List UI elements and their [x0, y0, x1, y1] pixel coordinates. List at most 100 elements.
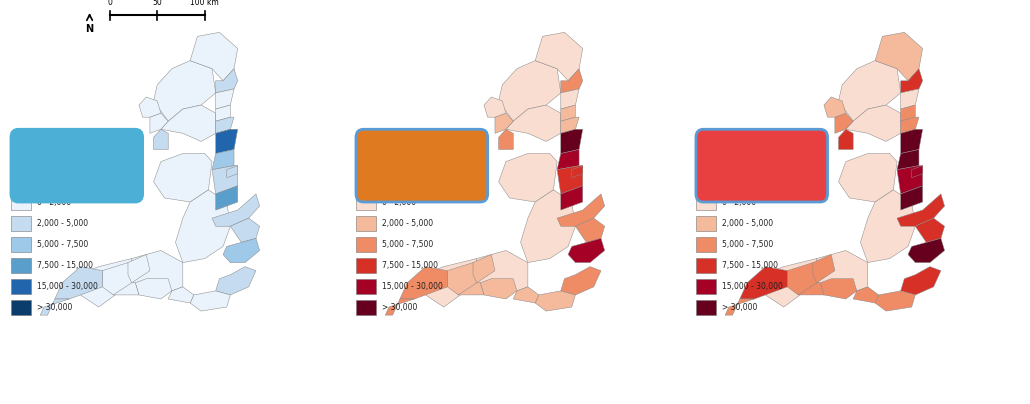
FancyBboxPatch shape	[356, 129, 487, 202]
Polygon shape	[385, 299, 414, 315]
Bar	[11, 216, 31, 231]
Polygon shape	[55, 267, 102, 299]
Polygon shape	[560, 105, 576, 121]
Polygon shape	[824, 97, 846, 117]
Polygon shape	[900, 105, 916, 121]
Polygon shape	[900, 129, 923, 154]
Polygon shape	[212, 194, 260, 226]
Polygon shape	[908, 238, 945, 263]
Polygon shape	[791, 279, 824, 295]
Bar	[696, 258, 716, 273]
Polygon shape	[150, 113, 168, 133]
Polygon shape	[560, 69, 583, 93]
Text: > 30,000: > 30,000	[381, 303, 417, 312]
Polygon shape	[876, 32, 923, 81]
Polygon shape	[175, 190, 231, 263]
Polygon shape	[422, 259, 477, 307]
Polygon shape	[128, 255, 150, 283]
Bar	[11, 300, 31, 315]
Polygon shape	[897, 166, 923, 194]
Text: 5,000 - 7,500: 5,000 - 7,500	[37, 240, 88, 249]
Polygon shape	[227, 166, 238, 178]
Polygon shape	[215, 267, 255, 295]
Bar	[696, 195, 716, 210]
Text: (2020): (2020)	[56, 173, 99, 186]
Bar	[11, 279, 31, 294]
Bar	[356, 216, 376, 231]
Polygon shape	[557, 194, 605, 226]
Text: People: People	[356, 187, 384, 196]
FancyBboxPatch shape	[696, 129, 827, 202]
Polygon shape	[838, 61, 900, 121]
Polygon shape	[473, 255, 495, 283]
Polygon shape	[557, 149, 579, 170]
Bar	[696, 216, 716, 231]
Polygon shape	[506, 105, 560, 141]
Polygon shape	[560, 117, 579, 133]
Polygon shape	[215, 89, 234, 109]
Bar	[11, 258, 31, 273]
Polygon shape	[787, 263, 817, 295]
Polygon shape	[168, 287, 194, 303]
Text: 100 km: 100 km	[191, 0, 219, 7]
Polygon shape	[161, 105, 215, 141]
Polygon shape	[536, 291, 576, 311]
Polygon shape	[560, 129, 583, 154]
Text: People: People	[696, 187, 724, 196]
Text: 2,000 - 5,000: 2,000 - 5,000	[381, 219, 433, 228]
Polygon shape	[473, 250, 527, 295]
Text: 0 - 2,000: 0 - 2,000	[37, 198, 71, 207]
Polygon shape	[480, 279, 517, 299]
Polygon shape	[224, 238, 260, 263]
Polygon shape	[572, 166, 583, 178]
Polygon shape	[835, 113, 853, 133]
Polygon shape	[153, 129, 168, 149]
Text: Future: Future	[740, 151, 784, 164]
Polygon shape	[215, 129, 238, 154]
Text: 5,000 - 7,500: 5,000 - 7,500	[721, 240, 772, 249]
Text: People: People	[11, 187, 39, 196]
Polygon shape	[135, 279, 172, 299]
Polygon shape	[846, 105, 900, 141]
Text: Future: Future	[400, 151, 444, 164]
Polygon shape	[231, 218, 260, 242]
Text: 7,500 - 15,000: 7,500 - 15,000	[37, 261, 93, 270]
Text: (2080s): (2080s)	[736, 173, 787, 186]
Text: 0: 0	[107, 0, 112, 7]
Polygon shape	[860, 190, 916, 263]
Polygon shape	[128, 250, 183, 295]
Polygon shape	[513, 287, 539, 303]
Text: 15,000 - 30,000: 15,000 - 30,000	[721, 282, 783, 291]
Polygon shape	[762, 259, 817, 307]
Text: 7,500 - 15,000: 7,500 - 15,000	[721, 261, 778, 270]
Polygon shape	[576, 218, 605, 242]
Polygon shape	[740, 267, 787, 299]
Polygon shape	[853, 287, 879, 303]
Polygon shape	[215, 186, 238, 210]
Polygon shape	[484, 97, 506, 117]
Polygon shape	[499, 154, 557, 202]
Polygon shape	[900, 267, 941, 295]
Polygon shape	[813, 255, 835, 283]
Polygon shape	[451, 279, 484, 295]
Polygon shape	[560, 89, 579, 109]
Polygon shape	[499, 61, 560, 121]
Polygon shape	[900, 117, 919, 133]
Text: 7,500 - 15,000: 7,500 - 15,000	[381, 261, 438, 270]
Polygon shape	[820, 279, 857, 299]
Polygon shape	[191, 291, 231, 311]
Polygon shape	[215, 105, 231, 121]
Polygon shape	[900, 69, 923, 93]
Text: (2050s): (2050s)	[397, 173, 447, 186]
Text: 50: 50	[152, 0, 162, 7]
Polygon shape	[215, 117, 234, 133]
Text: 2,000 - 5,000: 2,000 - 5,000	[37, 219, 88, 228]
Polygon shape	[912, 166, 923, 178]
Text: 0 - 2,000: 0 - 2,000	[381, 198, 416, 207]
Polygon shape	[495, 113, 513, 133]
Bar	[356, 195, 376, 210]
Text: 15,000 - 30,000: 15,000 - 30,000	[37, 282, 98, 291]
Polygon shape	[900, 89, 919, 109]
Text: 15,000 - 30,000: 15,000 - 30,000	[381, 282, 443, 291]
Polygon shape	[102, 263, 132, 295]
